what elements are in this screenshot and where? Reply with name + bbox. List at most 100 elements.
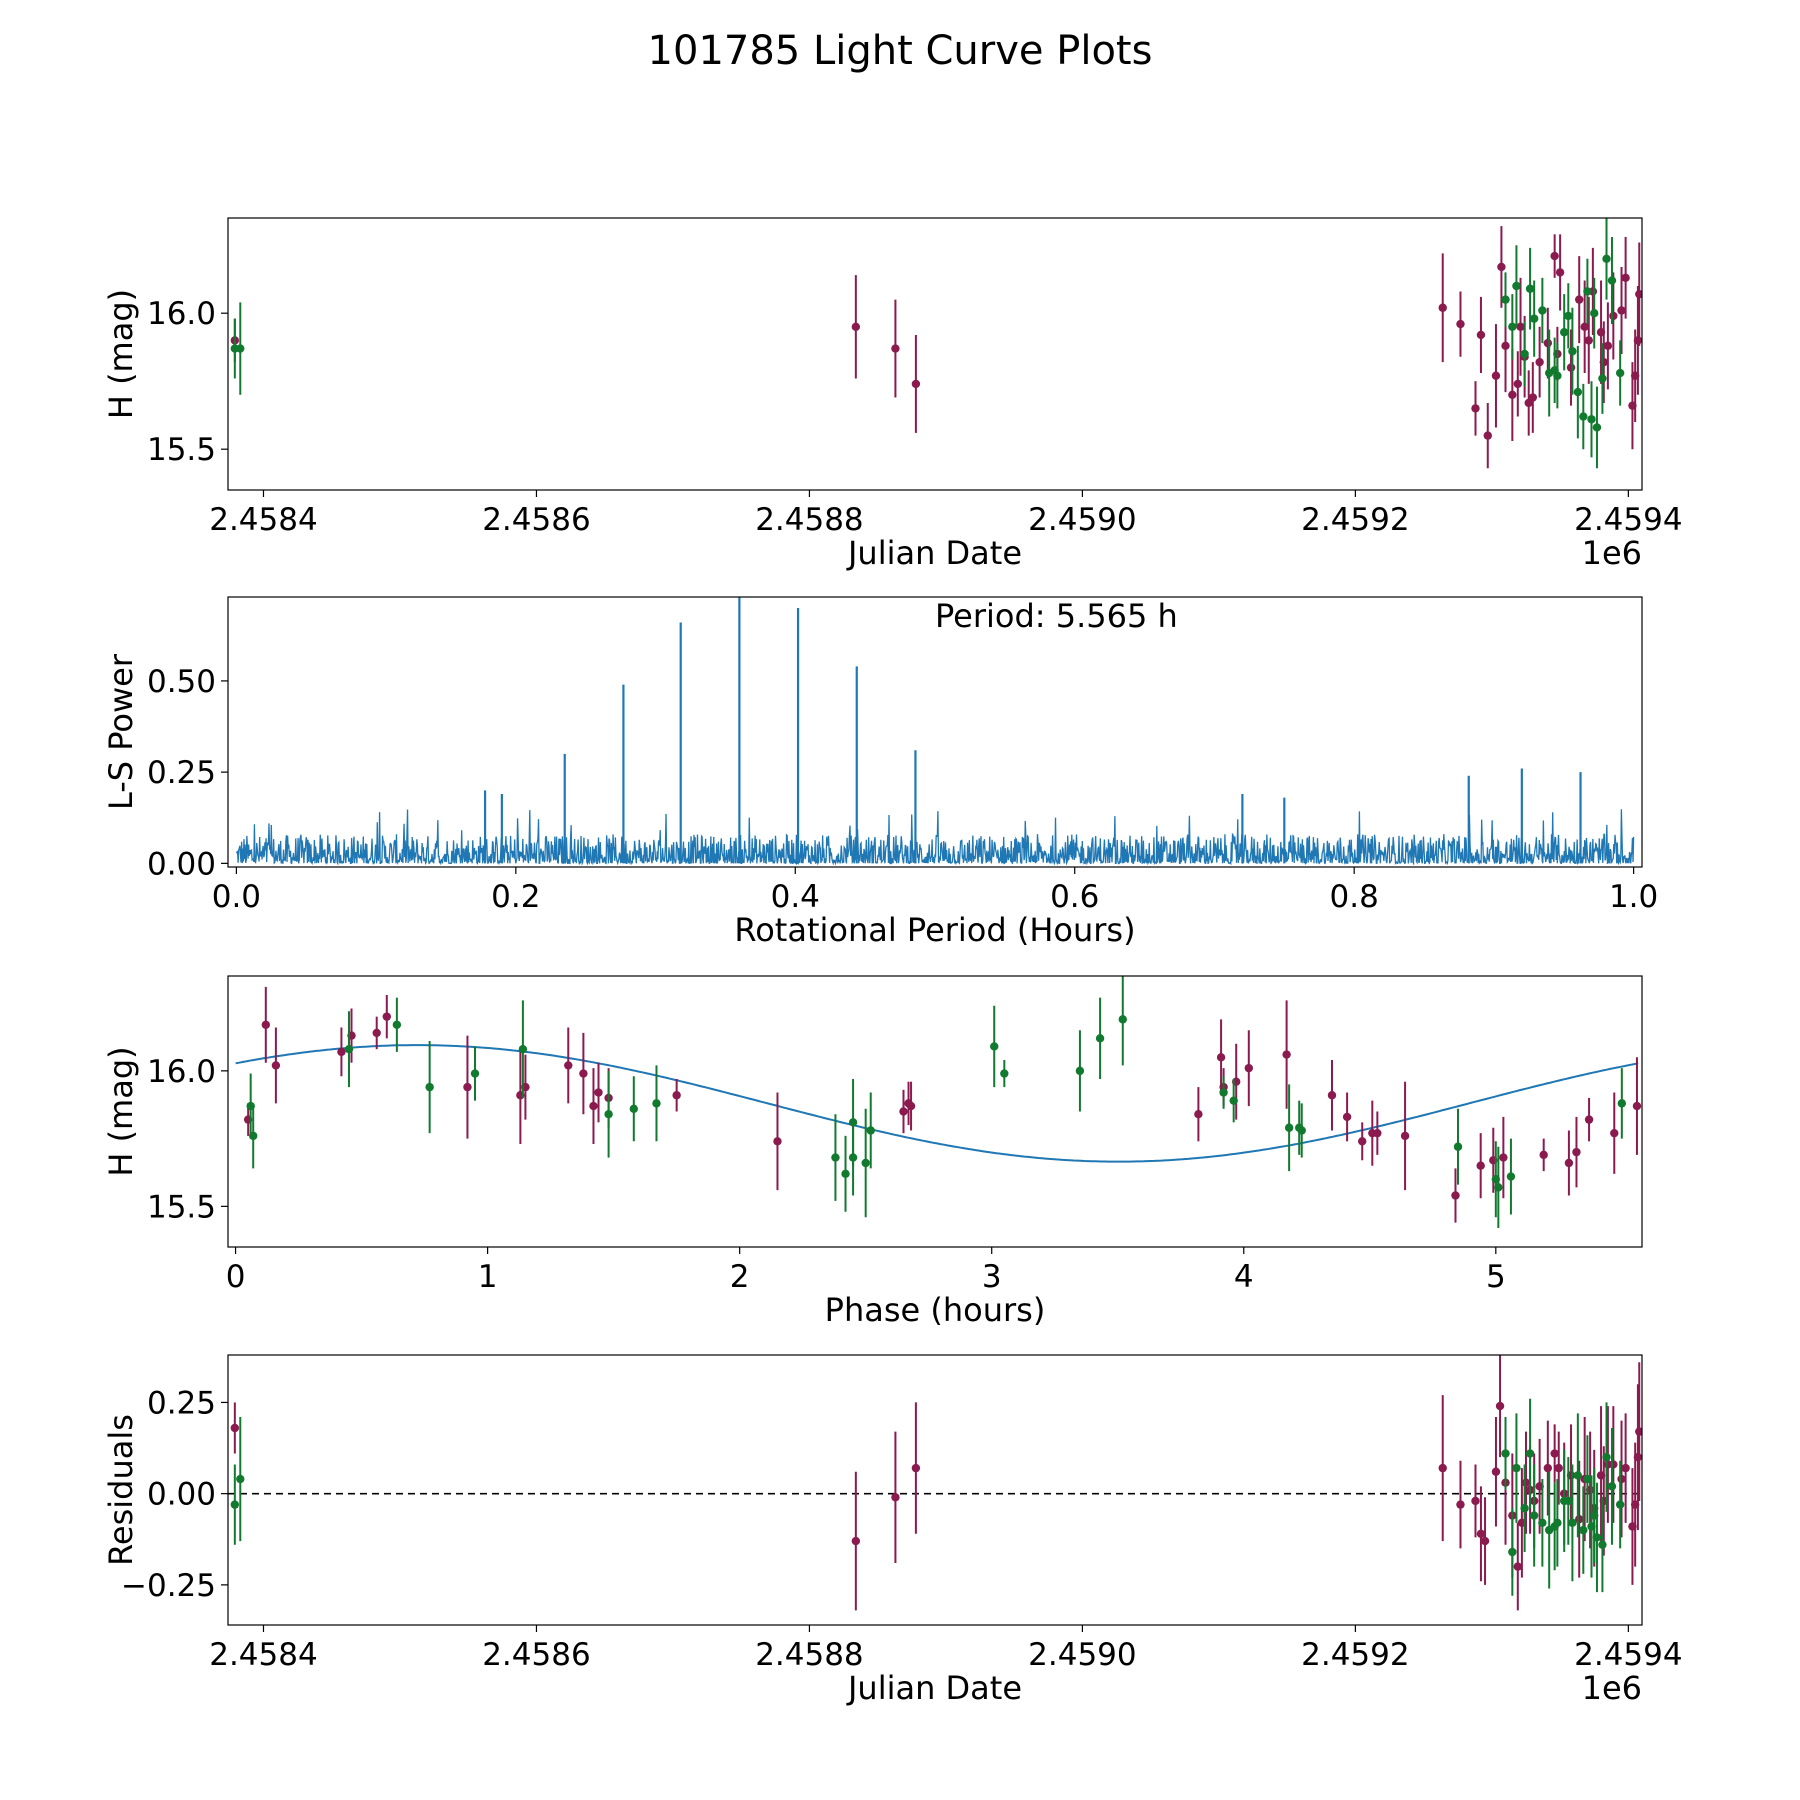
data-point (866, 1126, 875, 1135)
series-band2 (246, 976, 1627, 1229)
x-axis-label: Phase (hours) (825, 1291, 1046, 1329)
data-point (236, 1474, 245, 1484)
data-point (1633, 1452, 1642, 1462)
data-point (1590, 309, 1599, 318)
data-point (1075, 1066, 1085, 1076)
data-point (1602, 254, 1611, 263)
data-point (891, 344, 900, 353)
series-band2 (230, 218, 1625, 469)
data-point (841, 1169, 850, 1179)
data-point (1609, 1460, 1618, 1469)
data-point (1219, 1088, 1228, 1097)
data-point (425, 1082, 434, 1092)
data-point (1501, 295, 1510, 304)
series-band1 (230, 226, 1642, 469)
data-point (1617, 1099, 1627, 1108)
x-tick-label: 0.4 (771, 879, 820, 915)
data-point (1554, 1463, 1563, 1473)
data-point (1516, 322, 1525, 331)
data-point (1438, 1463, 1447, 1473)
data-point (271, 1061, 281, 1070)
period-annotation: Period: 5.565 h (935, 597, 1178, 635)
data-point (1635, 289, 1642, 299)
data-point (1282, 1050, 1291, 1059)
data-point (1451, 1191, 1460, 1200)
data-point (1555, 268, 1565, 277)
data-point (1633, 336, 1642, 345)
x-tick-label: 2.4594 (1574, 1637, 1682, 1673)
data-point (1476, 1529, 1486, 1538)
model-curve (235, 1044, 1639, 1163)
periodogram-panel: Period: 5.565 h 0.0 0.2 0.4 0.6 0.8 1.0 0.00 0.2… (102, 596, 1658, 949)
data-point (1564, 1158, 1574, 1168)
y-tick-label: 15.5 (147, 432, 216, 468)
lightcurve-panel: 2.4584 2.4586 2.4588 2.4590 2.4592 2.4594 15.5… (102, 217, 1683, 572)
periodogram-noise-line (235, 809, 1635, 866)
data-point (1603, 341, 1613, 351)
data-point (1580, 322, 1589, 331)
x-tick-label: 0.6 (1050, 879, 1099, 915)
data-point (1543, 338, 1553, 348)
axes-frame (227, 596, 1643, 868)
data-point (1635, 1427, 1642, 1436)
x-axis-label: Julian Date (846, 1669, 1022, 1707)
x-tick-label: 2.4592 (1301, 502, 1409, 538)
data-point (1598, 1540, 1607, 1549)
data-point (1615, 1500, 1625, 1509)
axes-frame (227, 975, 1643, 1248)
plot-area (228, 1355, 1642, 1611)
data-point (382, 1012, 391, 1021)
data-point (1572, 1147, 1581, 1157)
data-point (773, 1137, 782, 1146)
data-point (1480, 1536, 1490, 1546)
data-point (1607, 1482, 1617, 1491)
data-point (579, 1069, 588, 1078)
data-point (1456, 1500, 1465, 1509)
data-point (851, 1536, 861, 1546)
data-point (1453, 1142, 1463, 1151)
data-point (1476, 1161, 1485, 1170)
data-point (1599, 357, 1608, 367)
data-point (1621, 1463, 1630, 1473)
data-point (1118, 1015, 1127, 1024)
data-point (1615, 368, 1625, 378)
data-point (1508, 322, 1517, 331)
data-point (1506, 1172, 1516, 1181)
data-point (1000, 1069, 1009, 1078)
data-point (1491, 1467, 1501, 1476)
data-point (1538, 306, 1547, 315)
data-point (1456, 319, 1465, 329)
x-tick-label: 2.4586 (482, 1637, 590, 1673)
data-point (1553, 371, 1562, 380)
data-point (1358, 1137, 1367, 1146)
data-point (1508, 1547, 1517, 1557)
x-tick-label: 2.4588 (755, 1637, 863, 1673)
data-point (470, 1069, 480, 1078)
data-point (1525, 284, 1535, 293)
data-point (1513, 1562, 1522, 1571)
y-axis-label: L-S Power (102, 653, 140, 810)
plot-area (235, 976, 1642, 1229)
data-point (1400, 1131, 1410, 1141)
x-tick-label: 0 (226, 1259, 246, 1295)
y-tick-label: −0.25 (121, 1568, 216, 1604)
data-point (337, 1047, 346, 1057)
x-tick-label: 3 (982, 1259, 1002, 1295)
data-point (1508, 390, 1517, 399)
data-point (1584, 1115, 1594, 1124)
data-point (518, 1044, 528, 1054)
x-tick-label: 2.4594 (1574, 502, 1682, 538)
data-point (1501, 1449, 1510, 1458)
y-axis-label: H (mag) (102, 289, 140, 419)
data-point (564, 1061, 573, 1070)
x-tick-label: 2.4588 (755, 502, 863, 538)
data-point (1520, 1504, 1529, 1513)
data-point (1476, 330, 1486, 340)
data-point (1471, 1496, 1480, 1506)
data-point (1568, 1518, 1577, 1528)
data-point (1194, 1110, 1203, 1119)
figure-title: 101785 Light Curve Plots (647, 28, 1153, 74)
data-point (1573, 387, 1583, 397)
series-band2 (230, 1398, 1625, 1596)
data-point (372, 1028, 381, 1038)
